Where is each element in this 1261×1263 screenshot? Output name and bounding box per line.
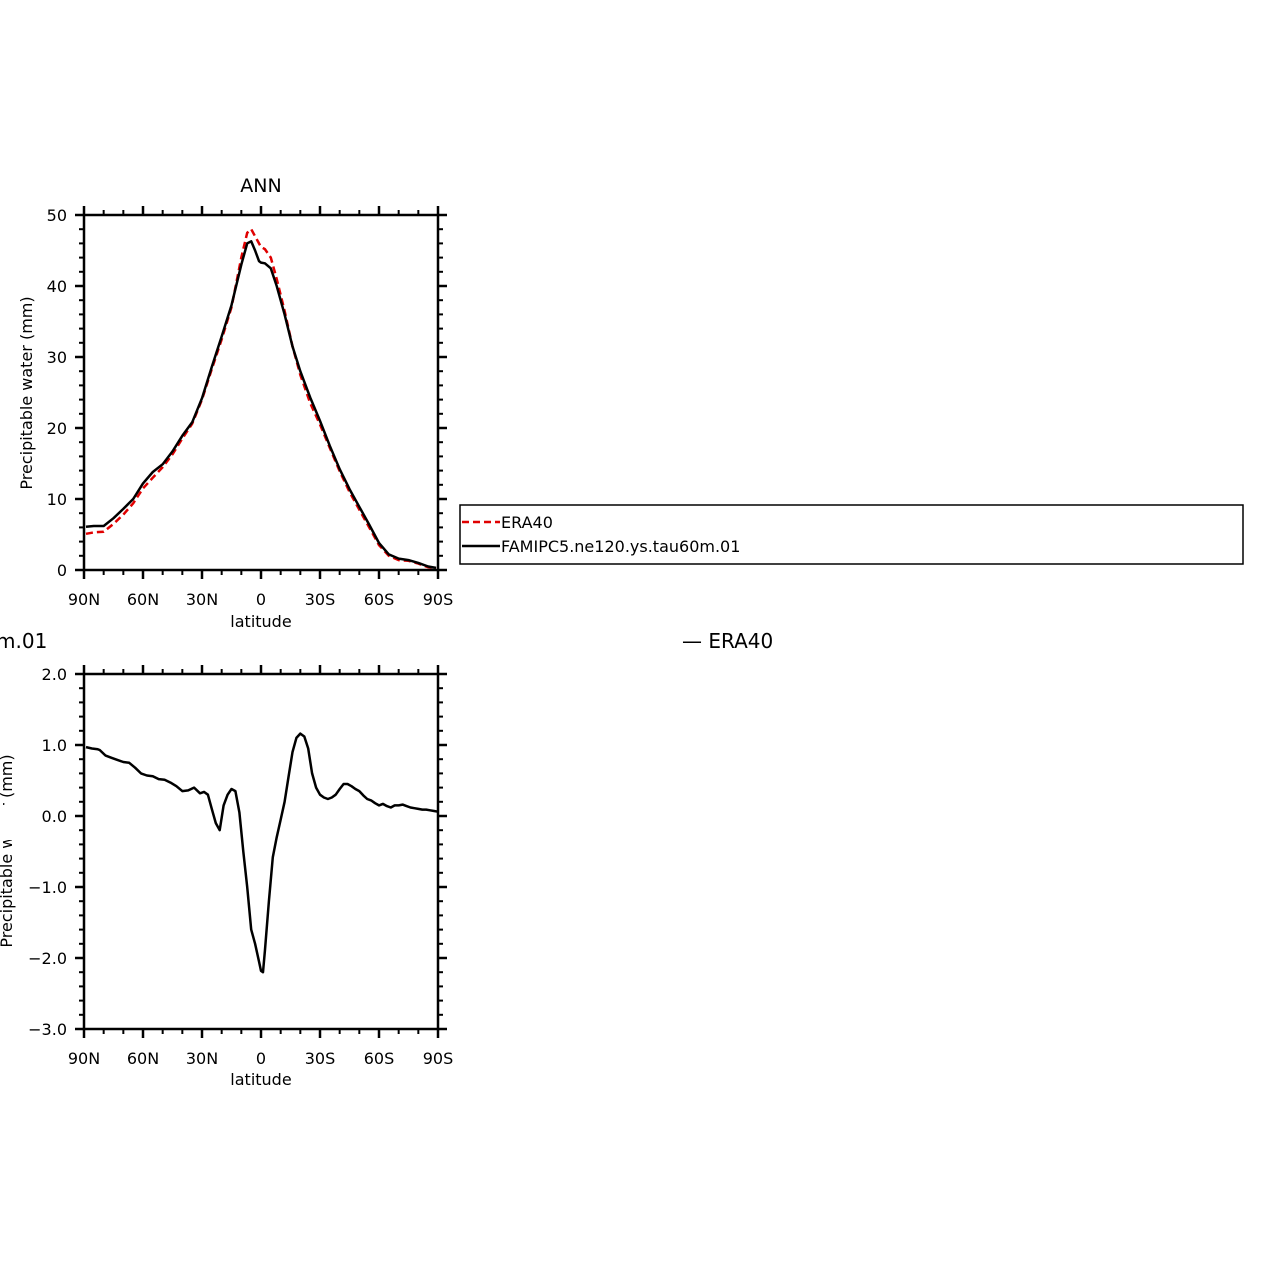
- bottom-xtick-label: 60N: [127, 1049, 159, 1068]
- bottom-plot-title-fragment: m.01: [0, 629, 47, 653]
- bottom-xtick-label: 30N: [186, 1049, 218, 1068]
- top-plot-panel: ANN 90N 60N 30N 0 30S 60S 90S 0 10 20 30 40 50 latit…: [17, 175, 453, 631]
- ylabel-clip-mid: [0, 805, 17, 840]
- bottom-xtick-label: 30S: [305, 1049, 336, 1068]
- bottom-ytick-label: −2.0: [28, 949, 67, 968]
- bottom-ytick-label: −3.0: [28, 1020, 67, 1039]
- bottom-xtick-label: 0: [256, 1049, 266, 1068]
- bottom-plot-panel: m.01 — ERA40 90N 60N 30N 0 30S 60S 90S 2.0 1.0 0.…: [0, 629, 773, 1089]
- top-xtick-label: 90S: [423, 590, 454, 609]
- legend-box: [459, 504, 1244, 565]
- ylabel-clip-top: [0, 680, 17, 740]
- bottom-plot-xlabel: latitude: [230, 1070, 291, 1089]
- top-plot-series-group: [85, 227, 437, 570]
- legend-label-era40: ERA40: [501, 513, 553, 532]
- bottom-ytick-label: 0.0: [42, 807, 67, 826]
- ylabel-clip-bottom: [0, 960, 17, 1020]
- top-ytick-label: 0: [57, 561, 67, 580]
- top-series-line-0: [85, 227, 437, 570]
- legend-label-famipc5: FAMIPC5.ne120.ys.tau60m.01: [501, 537, 740, 556]
- bottom-xtick-label: 90N: [68, 1049, 100, 1068]
- bottom-plot-axes: 90N 60N 30N 0 30S 60S 90S 2.0 1.0 0.0 −1.0 −2.0 −3.0: [28, 665, 453, 1068]
- bottom-plot-title-fragment-right: — ERA40: [682, 629, 773, 653]
- bottom-xtick-label: 60S: [364, 1049, 395, 1068]
- top-xtick-label: 60N: [127, 590, 159, 609]
- top-xtick-label: 0: [256, 590, 266, 609]
- chart-legend: ERA40 FAMIPC5.ne120.ys.tau60m.01: [459, 504, 1244, 565]
- bottom-ytick-label: −1.0: [28, 878, 67, 897]
- top-xtick-label: 30N: [186, 590, 218, 609]
- bottom-plot-series-group: [85, 732, 439, 974]
- top-xtick-label: 60S: [364, 590, 395, 609]
- top-xtick-label: 90N: [68, 590, 100, 609]
- bottom-plot-ylabel-fragment: Precipitable water (mm): [0, 754, 16, 947]
- top-ytick-label: 50: [47, 206, 67, 225]
- top-plot-title: ANN: [240, 175, 281, 197]
- top-plot-xlabel: latitude: [230, 612, 291, 631]
- bottom-ytick-label: 2.0: [42, 665, 67, 684]
- top-plot-frame: [82, 213, 440, 572]
- top-xtick-label: 30S: [305, 590, 336, 609]
- top-ytick-label: 30: [47, 348, 67, 367]
- bottom-series-line-0: [85, 732, 439, 974]
- bottom-plot-frame: [82, 672, 440, 1031]
- top-plot-ylabel: Precipitable water (mm): [17, 296, 36, 489]
- bottom-ytick-label: 1.0: [42, 736, 67, 755]
- top-ytick-label: 20: [47, 419, 67, 438]
- top-ytick-label: 10: [47, 490, 67, 509]
- top-series-line-1: [85, 240, 437, 570]
- top-ytick-label: 40: [47, 277, 67, 296]
- top-plot-axes: 90N 60N 30N 0 30S 60S 90S 0 10 20 30 40 50: [47, 206, 454, 609]
- bottom-xtick-label: 90S: [423, 1049, 454, 1068]
